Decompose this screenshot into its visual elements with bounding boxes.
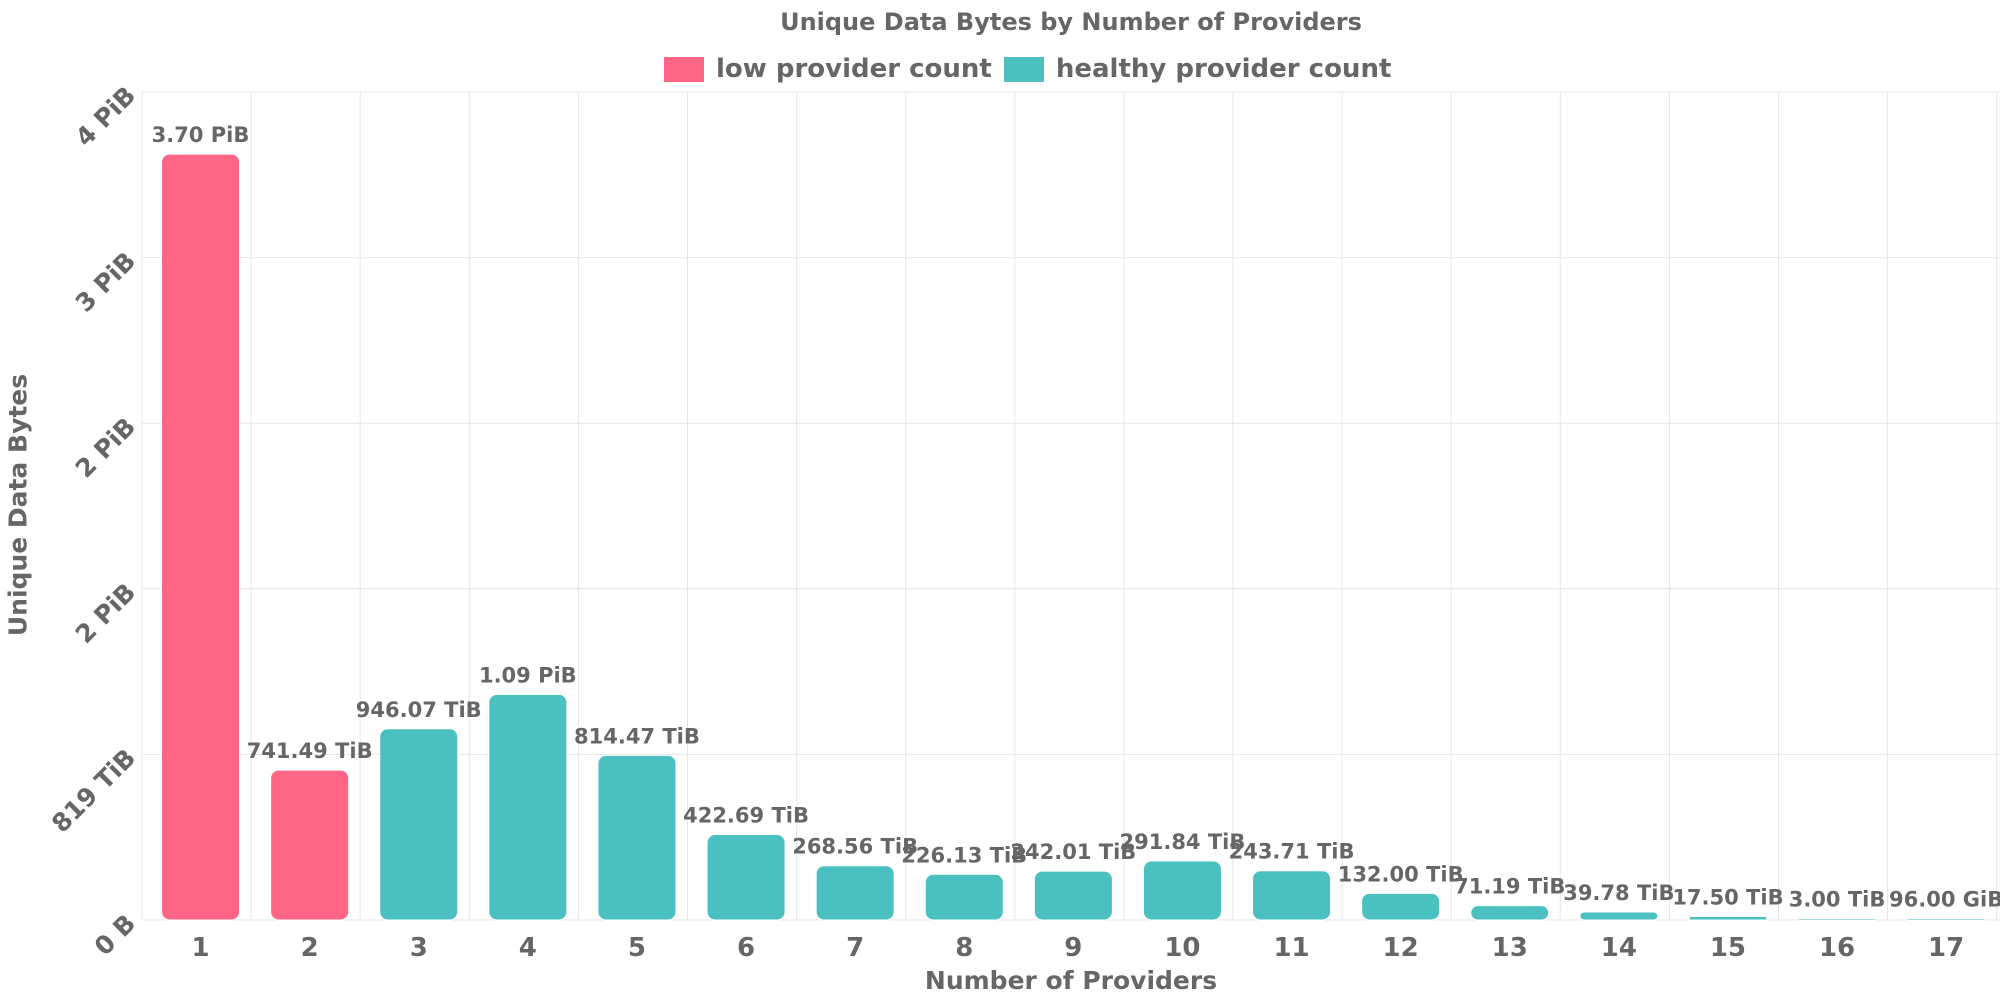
x-tick-label: 7	[846, 933, 864, 963]
legend: low provider count healthy provider coun…	[664, 54, 1393, 84]
x-tick-label: 13	[1492, 933, 1528, 963]
data-label: 3.70 PiB	[152, 123, 250, 147]
x-tick-label: 16	[1819, 933, 1855, 963]
data-label: 96.00 GiB	[1889, 888, 2000, 912]
y-tick-label: 2 PiB	[70, 412, 141, 483]
x-tick-label: 10	[1164, 933, 1200, 963]
y-axis-label: Unique Data Bytes	[3, 373, 33, 637]
data-label: 946.07 TiB	[356, 698, 482, 722]
bar-11[interactable]	[1252, 870, 1332, 921]
data-label: 291.84 TiB	[1120, 830, 1246, 854]
bar-14[interactable]	[1579, 911, 1659, 921]
data-label: 422.69 TiB	[683, 804, 809, 828]
bars	[161, 153, 1986, 921]
bar-10[interactable]	[1142, 860, 1222, 921]
x-tick-label: 12	[1383, 933, 1419, 963]
x-tick-label: 3	[410, 933, 428, 963]
data-labels: 3.70 PiB 741.49 TiB 946.07 TiB 1.09 PiB 814.…	[152, 123, 2000, 911]
bar-8[interactable]	[924, 873, 1004, 921]
x-tick-label: 5	[628, 933, 646, 963]
y-tick-label: 819 TiB	[46, 743, 141, 838]
bar-17[interactable]	[1906, 918, 1986, 921]
data-label: 17.50 TiB	[1672, 885, 1783, 909]
x-tick-label: 4	[519, 933, 537, 963]
bar-13[interactable]	[1470, 905, 1550, 921]
bar-16[interactable]	[1797, 918, 1877, 921]
legend-swatch-healthy	[1003, 56, 1044, 82]
bar-15[interactable]	[1688, 915, 1768, 921]
x-tick-label: 2	[301, 933, 319, 963]
data-label: 132.00 TiB	[1338, 862, 1464, 886]
bar-2[interactable]	[270, 769, 350, 921]
bar-9[interactable]	[1033, 870, 1113, 921]
bar-3[interactable]	[379, 728, 459, 921]
grid	[141, 91, 2000, 921]
data-label: 268.56 TiB	[792, 835, 918, 859]
data-label: 39.78 TiB	[1563, 881, 1674, 905]
x-tick-label: 17	[1928, 933, 1964, 963]
x-tick-label: 6	[737, 933, 755, 963]
x-tick-label: 9	[1064, 933, 1082, 963]
y-tick-label: 2 PiB	[70, 577, 141, 648]
legend-swatch-low	[664, 56, 704, 82]
data-label: 71.19 TiB	[1454, 875, 1565, 899]
data-label: 1.09 PiB	[479, 663, 577, 687]
legend-item-low[interactable]: low provider count	[664, 54, 992, 84]
data-label: 741.49 TiB	[247, 739, 373, 763]
legend-label-low: low provider count	[716, 54, 992, 84]
legend-item-healthy[interactable]: healthy provider count	[1003, 54, 1392, 84]
bar-4[interactable]	[488, 693, 568, 921]
x-tick-label: 14	[1601, 933, 1637, 963]
y-tick-label: 4 PiB	[70, 81, 141, 152]
data-label: 3.00 TiB	[1789, 888, 1886, 912]
x-tick-label: 8	[955, 933, 973, 963]
bar-1[interactable]	[161, 153, 241, 921]
y-tick-label: 0 B	[89, 909, 141, 961]
legend-label-healthy: healthy provider count	[1055, 54, 1392, 84]
data-label: 226.13 TiB	[901, 843, 1027, 867]
x-tick-label: 15	[1710, 933, 1746, 963]
data-label: 242.01 TiB	[1010, 840, 1136, 864]
x-tick-label: 1	[192, 933, 210, 963]
x-tick-label: 11	[1273, 933, 1309, 963]
data-label: 814.47 TiB	[574, 724, 700, 748]
data-label: 243.71 TiB	[1229, 840, 1355, 864]
bar-12[interactable]	[1361, 892, 1441, 921]
x-axis-label: Number of Providers	[924, 966, 1218, 995]
bar-5[interactable]	[597, 754, 677, 921]
y-tick-label: 3 PiB	[70, 246, 141, 317]
bar-6[interactable]	[706, 834, 786, 921]
bar-7[interactable]	[815, 865, 895, 921]
chart-title: Unique Data Bytes by Number of Providers	[780, 8, 1362, 36]
